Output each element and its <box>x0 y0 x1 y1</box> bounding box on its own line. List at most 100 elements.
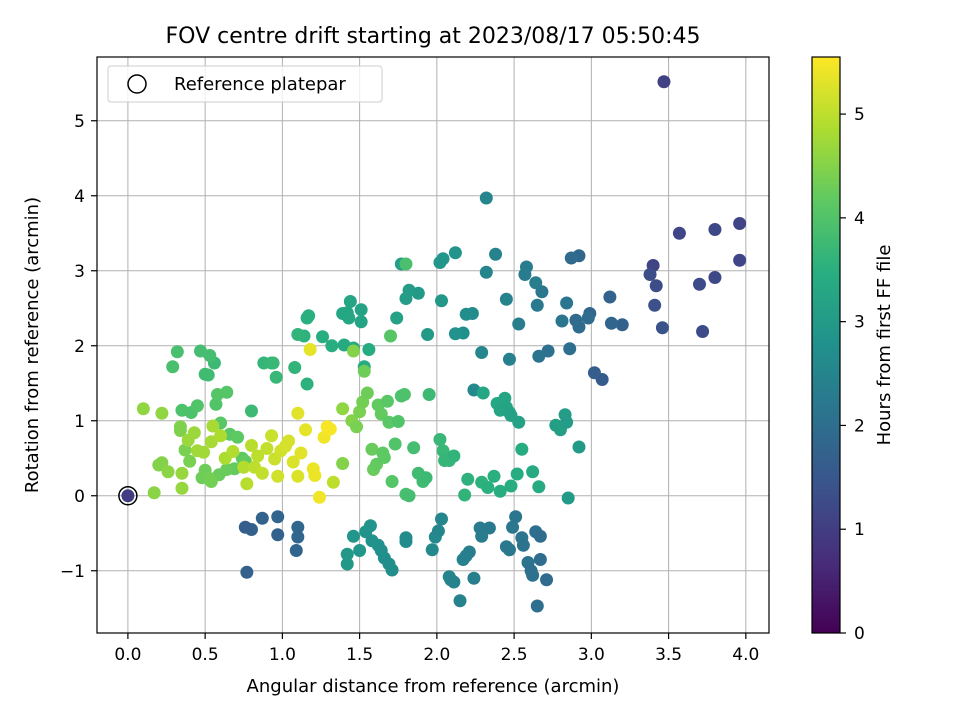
scatter-point <box>467 571 481 585</box>
scatter-point <box>269 370 283 384</box>
scatter-point <box>380 394 394 408</box>
scatter-point <box>564 251 578 265</box>
scatter-point <box>560 415 574 429</box>
y-tick-label: −1 <box>60 562 85 582</box>
scatter-point <box>308 469 322 482</box>
y-tick-label: 3 <box>74 262 85 282</box>
scatter-point <box>175 481 189 495</box>
scatter-point <box>476 386 490 400</box>
scatter-point <box>288 361 302 374</box>
scatter-point <box>555 314 569 328</box>
scatter-point <box>286 455 300 469</box>
scatter-point <box>448 246 462 260</box>
scatter-point <box>433 256 447 269</box>
scatter-point <box>461 472 475 486</box>
scatter-point <box>238 520 252 534</box>
scatter-point <box>421 328 435 341</box>
scatter-point <box>384 329 398 343</box>
scatter-point <box>240 477 254 491</box>
scatter-point <box>475 529 489 543</box>
scatter-point <box>291 469 305 483</box>
scatter-point <box>340 547 354 561</box>
scatter-point <box>360 386 374 400</box>
scatter-point <box>166 360 180 374</box>
scatter-point <box>448 327 462 341</box>
x-axis-label: Angular distance from reference (arcmin) <box>247 676 620 697</box>
scatter-point <box>493 484 507 498</box>
scatter-point <box>509 510 523 524</box>
scatter-point <box>425 543 439 557</box>
colorbar-tick-label: 3 <box>854 313 865 333</box>
scatter-point <box>266 356 280 370</box>
scatter-point <box>733 217 747 230</box>
scatter-point <box>147 486 161 500</box>
x-tick-label: 4.0 <box>732 645 759 665</box>
scatter-point <box>336 307 350 320</box>
scatter-point <box>183 454 197 468</box>
scatter-point <box>399 292 413 305</box>
scatter-point <box>540 573 554 587</box>
scatter-point <box>453 594 467 608</box>
scatter-point <box>419 471 433 485</box>
scatter-point <box>530 298 544 312</box>
scatter-point <box>271 528 285 542</box>
scatter-point <box>385 563 399 577</box>
scatter-point <box>655 321 669 335</box>
scatter-point <box>512 317 526 331</box>
scatter-point <box>255 466 269 480</box>
scatter-point <box>434 294 448 308</box>
scatter-point <box>643 268 657 281</box>
y-axis-label: Rotation from reference (arcmin) <box>22 197 43 493</box>
colorbar: 0 1 2 3 4 5 Hours from first FF file <box>811 56 895 644</box>
scatter-point <box>255 511 269 525</box>
colorbar-ticks: 0 1 2 3 4 5 <box>840 105 865 644</box>
scatter-point <box>422 388 436 401</box>
scatter-point <box>502 352 516 366</box>
scatter-point <box>431 524 445 538</box>
scatter-point <box>533 553 547 566</box>
scatter-point <box>231 430 245 444</box>
scatter-point <box>530 599 544 613</box>
scatter-point <box>353 405 367 419</box>
scatter-point <box>475 346 489 359</box>
scatter-point <box>152 458 166 472</box>
scatter-point <box>672 226 686 240</box>
colorbar-tick-label: 0 <box>854 624 865 644</box>
scatter-points <box>121 75 747 613</box>
chart-title: FOV centre drift starting at 2023/08/17 … <box>166 24 701 49</box>
scatter-point <box>648 298 662 312</box>
scatter-point <box>354 303 368 317</box>
scatter-point <box>291 530 305 544</box>
scatter-point <box>487 469 501 483</box>
scatter-point <box>402 489 416 503</box>
scatter-point <box>326 475 340 489</box>
scatter-point <box>407 441 421 455</box>
scatter-point <box>388 437 402 451</box>
y-tick-label: 2 <box>74 337 85 357</box>
scatter-point <box>198 367 212 381</box>
scatter-point <box>178 443 192 457</box>
scatter-point <box>204 475 218 488</box>
scatter-point <box>340 557 354 571</box>
colorbar-tick-label: 2 <box>854 416 865 436</box>
scatter-point <box>489 247 503 261</box>
y-tick-label: 5 <box>74 112 85 132</box>
scatter-point <box>399 257 413 271</box>
scatter-point <box>291 406 305 420</box>
scatter-point <box>175 466 189 480</box>
scatter-point <box>362 343 376 356</box>
scatter-point <box>733 253 747 267</box>
scatter-point <box>649 279 663 293</box>
scatter-point <box>271 510 285 524</box>
scatter-point <box>708 223 722 236</box>
scatter-point <box>336 402 350 416</box>
scatter-point <box>350 420 364 434</box>
scatter-point <box>299 423 313 437</box>
scatter-point <box>289 544 303 557</box>
scatter-point <box>354 315 368 329</box>
scatter-point <box>504 479 518 493</box>
scatter-point <box>204 435 218 449</box>
legend: Reference platepar <box>107 65 383 103</box>
scatter-point <box>692 277 706 291</box>
scatter-point <box>604 316 618 330</box>
